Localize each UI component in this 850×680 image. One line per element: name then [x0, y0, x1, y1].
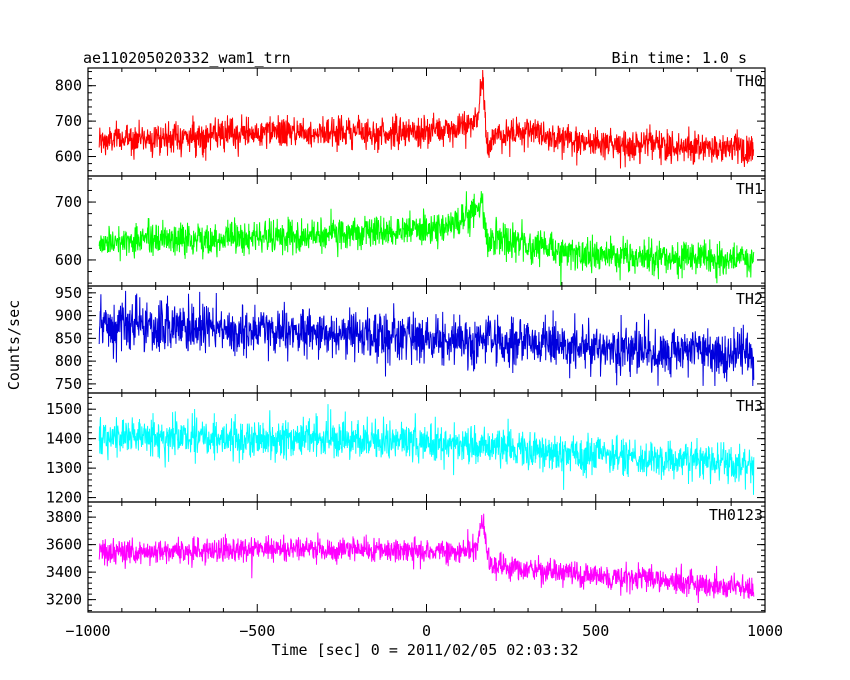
y-tick-label: 950 [55, 284, 82, 302]
y-tick-label: 700 [55, 112, 82, 130]
series-th1-line [98, 191, 755, 287]
y-tick-label: 1400 [46, 430, 82, 448]
x-tick-label: 500 [582, 622, 609, 640]
x-tick-label: −500 [239, 622, 275, 640]
y-tick-label: 800 [55, 352, 82, 370]
x-tick-label: 0 [422, 622, 431, 640]
x-axis: −1000 −500 0 500 1000 [65, 622, 783, 640]
y-axis-label: Counts/sec [5, 300, 23, 390]
series-th3-line [98, 404, 755, 495]
panels-group: 600 700 800 TH0 600 700 TH1 750 800 850 900 950 TH2 1… [46, 67, 766, 613]
panel-th1: 600 700 TH1 [55, 175, 766, 287]
panel-frame [87, 67, 766, 177]
y-tick-label: 1200 [46, 489, 82, 507]
panel-th0123: 3200 3400 3600 3800 TH0123 [46, 501, 766, 613]
y-tick-label: 1500 [46, 400, 82, 418]
x-tick-label: −1000 [65, 622, 110, 640]
plot-title: ae110205020332_wam1_trn [83, 49, 291, 67]
y-tick-label: 600 [55, 251, 82, 269]
panel-label: TH1 [736, 180, 763, 198]
x-axis-label: Time [sec] 0 = 2011/02/05 02:03:32 [271, 641, 578, 659]
panel-th2: 750 800 850 900 950 TH2 [55, 284, 766, 394]
y-tick-label: 750 [55, 375, 82, 393]
panel-th0: 600 700 800 TH0 [55, 67, 766, 177]
y-tick-label: 600 [55, 148, 82, 166]
panel-label: TH3 [736, 397, 763, 415]
y-tick-label: 3800 [46, 508, 82, 526]
y-tick-label: 3600 [46, 536, 82, 554]
y-tick-label: 800 [55, 77, 82, 95]
y-tick-label: 3400 [46, 563, 82, 581]
series-th0123-line [98, 513, 755, 604]
bin-time-label: Bin time: 1.0 s [612, 49, 747, 67]
panel-label: TH2 [736, 290, 763, 308]
panel-th3: 1200 1300 1400 1500 TH3 [46, 392, 766, 507]
y-tick-label: 900 [55, 307, 82, 325]
y-tick-label: 700 [55, 193, 82, 211]
panel-label: TH0 [736, 72, 763, 90]
x-tick-label: 1000 [747, 622, 783, 640]
y-tick-label: 1300 [46, 459, 82, 477]
panel-label: TH0123 [709, 506, 763, 524]
series-th2-line [98, 290, 755, 387]
series-th0-line [98, 69, 755, 169]
y-tick-label: 3200 [46, 591, 82, 609]
y-tick-label: 850 [55, 329, 82, 347]
